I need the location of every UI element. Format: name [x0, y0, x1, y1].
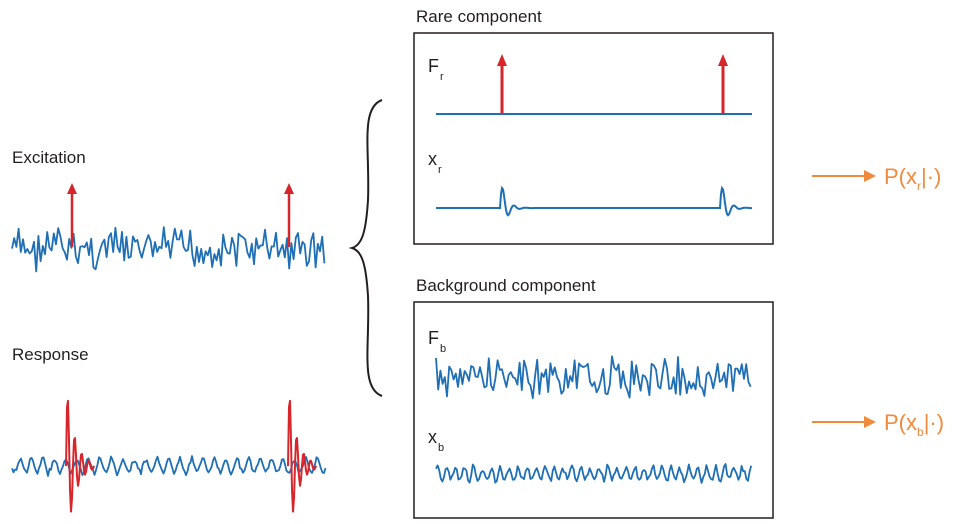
background-force-trace — [435, 355, 752, 400]
background-disp-label: xb — [428, 427, 444, 454]
excitation-spike-1-head — [67, 183, 77, 194]
rare-panel-title: Rare component — [416, 7, 542, 26]
excitation-signal — [11, 226, 326, 273]
rare-force-label: Fr — [428, 56, 444, 83]
response-signal — [11, 399, 327, 513]
background-output-label: P(xb|·) — [884, 410, 944, 439]
rare-disp-label: xr — [428, 149, 442, 176]
response-trace — [11, 455, 327, 477]
rare-output-arrow — [812, 170, 876, 182]
rare-displacement-signal — [436, 185, 752, 217]
background-output-arrow — [812, 416, 876, 428]
excitation-spike-2-head — [284, 183, 294, 194]
background-displacement-trace — [435, 463, 753, 484]
rare-output-label: P(xr|·) — [884, 164, 941, 193]
rare-panel-frame — [413, 32, 774, 245]
response-burst-1 — [65, 399, 95, 513]
background-panel-title: Background component — [416, 276, 596, 295]
rare-force-spike-1-head — [497, 54, 507, 66]
excitation-label: Excitation — [12, 148, 86, 167]
right-arrow-icon — [864, 170, 876, 182]
background-displacement-signal — [435, 463, 753, 484]
excitation-noise-trace — [11, 226, 326, 273]
rare-force-spike-2-head — [718, 54, 728, 66]
background-panel-frame — [413, 301, 774, 519]
curly-brace-icon — [348, 99, 383, 397]
response-burst-2 — [287, 399, 317, 513]
response-label: Response — [12, 345, 89, 364]
right-arrow-icon — [864, 416, 876, 428]
background-force-label: Fb — [428, 328, 446, 355]
background-force-signal — [435, 355, 752, 400]
